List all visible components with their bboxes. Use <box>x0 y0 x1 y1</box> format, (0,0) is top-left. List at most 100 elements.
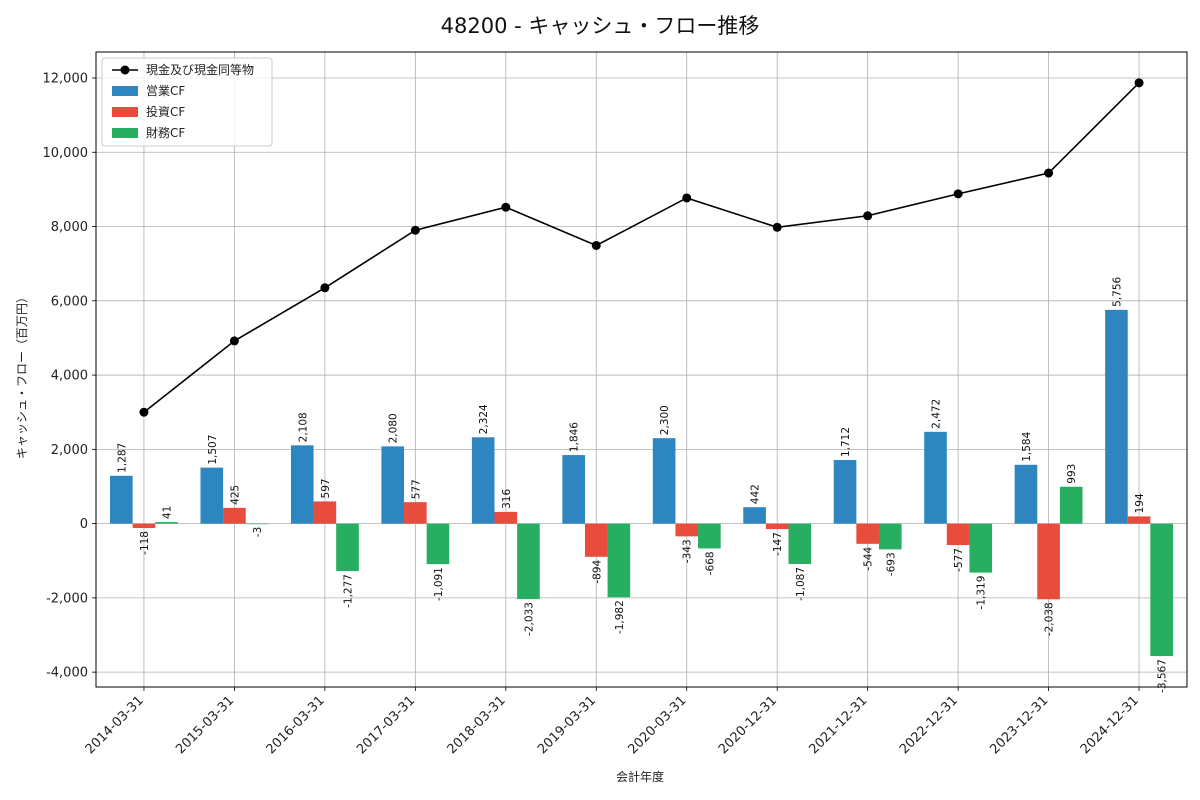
cash-point <box>772 222 782 232</box>
bar-1-0 <box>132 523 156 528</box>
x-tick-label: 2021-12-31 <box>806 693 870 757</box>
legend-swatch <box>112 86 138 96</box>
bar-2-11 <box>1150 523 1173 657</box>
x-axis-title: 会計年度 <box>616 769 664 784</box>
x-tick-label: 2015-03-31 <box>173 693 237 757</box>
cash-point <box>320 283 330 293</box>
bar-0-11 <box>1105 309 1128 524</box>
y-tick-label: 12,000 <box>43 71 89 86</box>
x-tick-label: 2022-12-31 <box>897 693 961 757</box>
bar-2-3 <box>426 523 450 565</box>
x-tick-label: 2024-12-31 <box>1078 693 1142 757</box>
x-tick-label: 2020-03-31 <box>626 693 690 757</box>
bar-value-label: 2,300 <box>659 405 671 435</box>
bar-0-1 <box>200 467 224 524</box>
bar-value-label: -118 <box>139 531 151 555</box>
bar-0-9 <box>924 431 947 524</box>
y-tick-label: 8,000 <box>51 220 88 235</box>
cash-point <box>501 202 511 212</box>
bar-2-1 <box>245 523 269 525</box>
bar-value-label: 1,584 <box>1021 431 1033 461</box>
bar-2-9 <box>969 523 993 573</box>
bar-value-label: 2,080 <box>388 413 400 443</box>
bar-value-label: -3,567 <box>1157 659 1169 693</box>
bar-0-7 <box>743 507 766 524</box>
bar-1-9 <box>946 523 970 546</box>
chart-title: 48200 - キャッシュ・フロー推移 <box>441 14 760 38</box>
bar-0-10 <box>1014 464 1038 524</box>
bar-value-label: -693 <box>885 552 897 576</box>
cash-point <box>410 225 420 235</box>
y-axis-title: キャッシュ・フロー（百万円） <box>15 291 29 459</box>
y-tick-label: 10,000 <box>43 146 89 161</box>
bar-value-label: -1,277 <box>342 574 354 608</box>
cash-line <box>143 82 1140 413</box>
x-tick-label: 2016-03-31 <box>264 693 328 757</box>
value-labels-layer: 1,287 1,507 2,108 2,080 2,324 1,846 2,300 442 1,… <box>116 276 1168 692</box>
bar-1-7 <box>765 523 789 530</box>
bar-value-label: 1,712 <box>840 427 852 457</box>
bar-0-8 <box>833 460 857 524</box>
bar-1-4 <box>494 511 518 524</box>
bar-2-6 <box>698 523 721 549</box>
legend-label: 営業CF <box>146 84 185 98</box>
bar-2-4 <box>517 523 540 600</box>
bar-value-label: -1,319 <box>976 576 988 610</box>
bar-0-2 <box>290 445 314 524</box>
bar-value-label: 5,756 <box>1111 276 1123 306</box>
y-tick-label: 2,000 <box>51 443 88 458</box>
bar-value-label: 993 <box>1066 464 1078 484</box>
bar-value-label: 2,324 <box>478 404 490 434</box>
bar-0-5 <box>562 455 585 524</box>
x-tick-label: 2023-12-31 <box>987 693 1051 757</box>
bar-value-label: -668 <box>704 551 716 575</box>
bar-0-4 <box>471 437 495 524</box>
bar-value-label: 1,507 <box>207 435 219 465</box>
plot-frame <box>95 51 1188 688</box>
bar-1-11 <box>1127 516 1151 524</box>
bar-value-label: 316 <box>501 489 513 509</box>
cash-point <box>953 189 963 199</box>
legend-box <box>101 57 273 147</box>
cash-point <box>1134 78 1144 88</box>
bar-value-label: 2,108 <box>297 412 309 442</box>
cash-point <box>229 336 239 346</box>
y-tick-label: 0 <box>80 517 88 532</box>
bar-value-label: 1,287 <box>116 443 128 473</box>
bar-2-2 <box>336 523 359 572</box>
bar-value-label: -1,982 <box>614 600 626 634</box>
legend-label: 財務CF <box>146 125 185 140</box>
cash-point <box>682 193 692 203</box>
bar-2-8 <box>878 523 902 550</box>
bar-value-label: 1,846 <box>569 422 581 452</box>
bar-value-label: -147 <box>772 532 784 556</box>
bar-value-label: -577 <box>953 548 965 572</box>
cash-point <box>139 407 149 417</box>
bar-value-label: 194 <box>1134 493 1146 513</box>
bars-layer <box>110 309 1173 657</box>
y-tick-label: -2,000 <box>46 591 88 606</box>
legend-swatch <box>112 128 138 138</box>
bar-1-5 <box>584 523 608 557</box>
bar-2-7 <box>788 523 812 564</box>
bar-0-0 <box>110 475 133 524</box>
bar-value-label: 2,472 <box>931 399 943 429</box>
bar-1-3 <box>404 502 427 524</box>
bar-value-label: -544 <box>863 547 875 571</box>
bar-2-0 <box>155 522 178 524</box>
x-tick-label: 2017-03-31 <box>354 693 418 757</box>
bar-2-10 <box>1059 486 1083 524</box>
line-layer <box>139 78 1144 417</box>
y-tick-label: 6,000 <box>51 294 88 309</box>
bar-value-label: 425 <box>229 485 241 505</box>
legend-label: 投資CF <box>146 104 185 119</box>
bar-value-label: -343 <box>682 539 694 563</box>
axes-layer: -4,000 -2,000 0 2,000 4,000 6,000 8,000 10,000 1… <box>43 51 1188 757</box>
legend-swatch <box>112 107 138 117</box>
legend-label: 現金及び現金同等物 <box>146 62 254 77</box>
bar-1-2 <box>313 501 337 524</box>
bar-value-label: 41 <box>162 506 174 519</box>
y-tick-label: -4,000 <box>46 666 88 681</box>
